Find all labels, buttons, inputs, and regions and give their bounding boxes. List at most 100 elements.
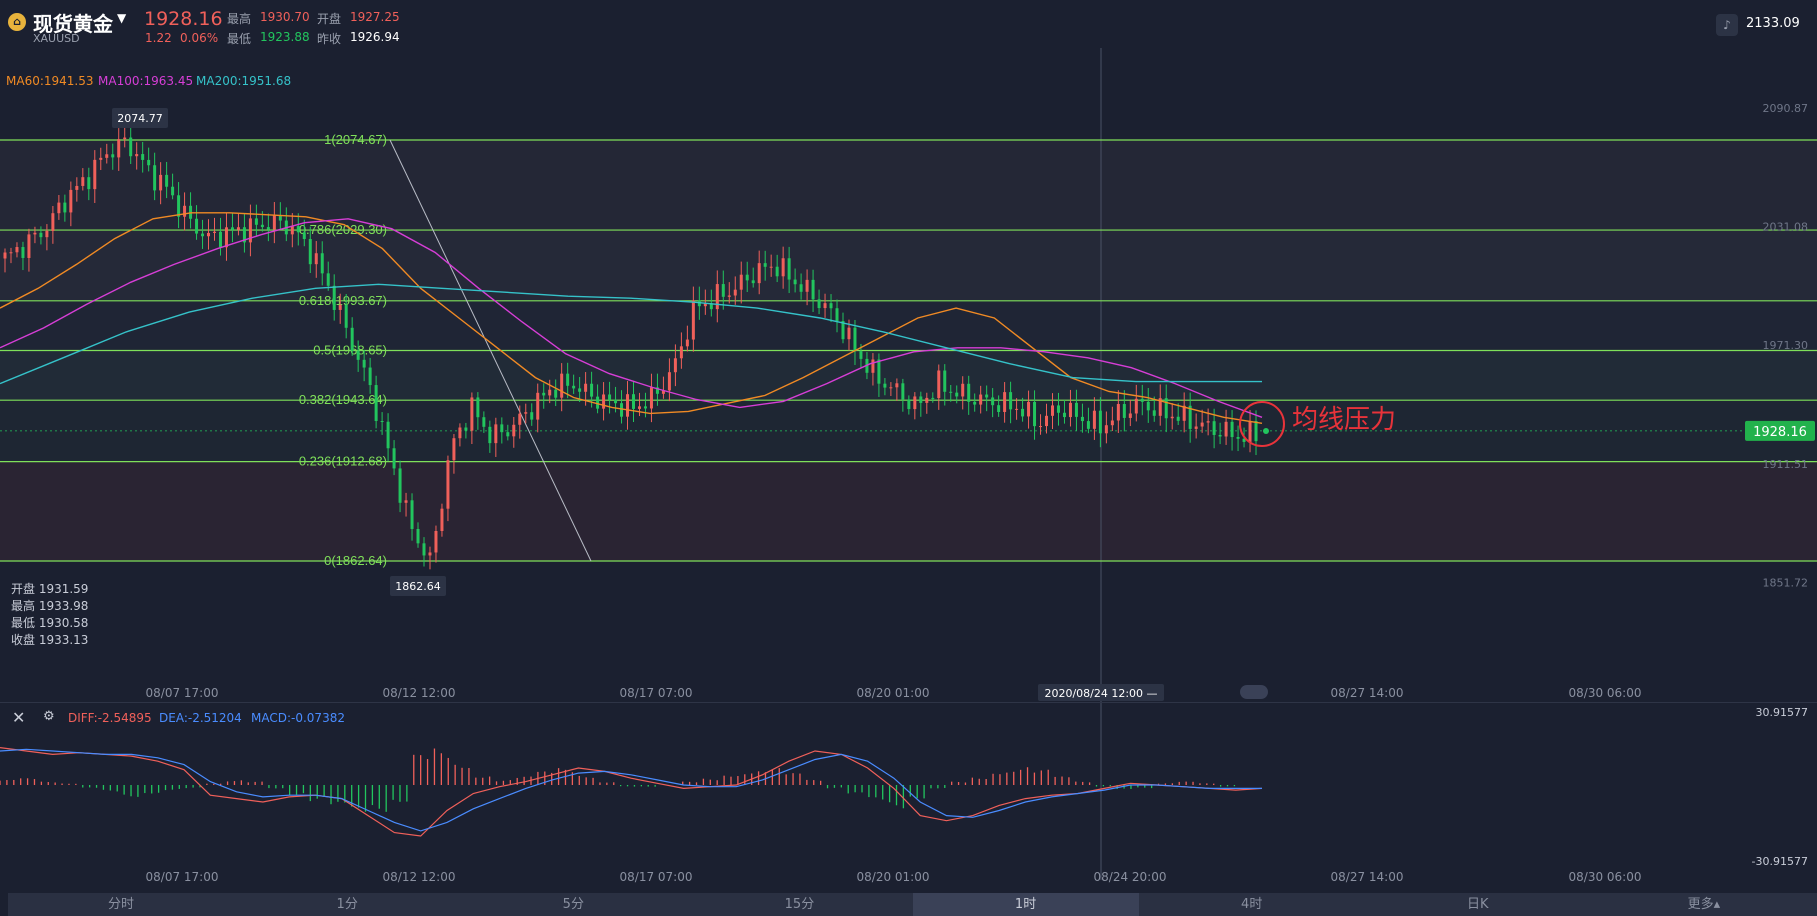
current-price-dot — [1263, 428, 1269, 434]
candle-body — [536, 392, 540, 420]
open-value: 1927.25 — [350, 10, 400, 24]
candle-body — [1212, 421, 1216, 435]
tab-timeshare[interactable]: 分时 — [108, 897, 135, 912]
candle-body — [9, 252, 13, 254]
candle-body — [775, 266, 779, 277]
macd-time-axis-label: 08/30 06:00 — [1569, 870, 1642, 884]
low-value: 1923.88 — [260, 30, 310, 44]
ohlc-low: 最低 1930.58 — [11, 616, 89, 630]
chevron-down-icon[interactable]: ▼ — [117, 11, 127, 25]
candle-body — [63, 202, 67, 213]
candle-body — [1051, 405, 1054, 416]
candle-body — [374, 385, 378, 422]
candle-body — [422, 543, 426, 556]
candle-body — [1248, 420, 1252, 442]
macd-axis-bottom: -30.91577 — [1752, 855, 1808, 868]
candle-body — [27, 234, 31, 258]
gear-icon[interactable]: ⚙ — [43, 709, 55, 724]
candle-body — [626, 394, 630, 417]
candle-body — [1021, 408, 1025, 417]
candle-body — [877, 359, 881, 384]
candle-body — [464, 427, 468, 431]
symbol-name[interactable]: 现货黄金 — [33, 12, 113, 36]
candle-body — [1236, 437, 1240, 439]
prev-close-label: 昨收 — [317, 32, 342, 46]
candle-body — [655, 387, 659, 394]
candle-body — [871, 359, 875, 373]
ohlc-close: 收盘 1933.13 — [11, 633, 89, 647]
candle-body — [254, 218, 258, 225]
candle-body — [590, 383, 594, 397]
candle-body — [757, 263, 761, 284]
tab-daily[interactable]: 日K — [1467, 897, 1489, 912]
candle-body — [673, 358, 677, 373]
candle-body — [416, 528, 420, 544]
candle-body — [362, 359, 366, 368]
macd-time-axis-label: 08/12 12:00 — [383, 870, 456, 884]
candle-body — [123, 137, 127, 140]
macd-diff-label: DIFF:-2.54895 — [68, 711, 152, 725]
candle-body — [1218, 434, 1222, 437]
candle-body — [751, 280, 755, 284]
candle-body — [847, 327, 851, 340]
fib-zone-3 — [0, 350, 1817, 401]
candle-body — [643, 406, 647, 409]
fib-label-4: 0.382(1943.64) — [299, 392, 387, 407]
candle-body — [392, 448, 396, 469]
price-change: 1.22 — [145, 31, 172, 45]
prev-close-value: 1926.94 — [350, 30, 400, 44]
candle-body — [224, 227, 228, 248]
tab-1hour[interactable]: 1时 — [912, 893, 1139, 916]
macd-macd-label: MACD:-0.07382 — [251, 711, 345, 725]
candle-body — [973, 401, 977, 405]
tab-5min[interactable]: 5分 — [562, 897, 584, 912]
tab-15min[interactable]: 15分 — [784, 897, 815, 912]
candle-body — [560, 373, 564, 398]
candle-body — [1128, 413, 1132, 418]
candle-body — [428, 552, 432, 556]
macd-time-axis-label: 08/17 07:00 — [620, 870, 693, 884]
candle-body — [572, 385, 576, 389]
candle-body — [1242, 438, 1246, 442]
tab-4hour[interactable]: 4时 — [1241, 897, 1263, 912]
candle-body — [242, 227, 246, 243]
candle-body — [679, 346, 683, 359]
close-icon[interactable]: ✕ — [12, 708, 26, 727]
candle-body — [1164, 398, 1168, 419]
fib-label-1: 0.786(2029.30) — [299, 222, 387, 237]
low-marker-box — [390, 576, 446, 596]
tab-more[interactable]: 更多▴ — [1687, 897, 1721, 912]
candle-body — [500, 424, 504, 433]
candle-body — [404, 500, 408, 503]
candle-body — [69, 189, 73, 213]
candle-body — [931, 397, 935, 399]
candle-body — [506, 432, 510, 437]
candle-body — [554, 389, 558, 398]
tab-1min[interactable]: 1分 — [336, 897, 358, 912]
candle-body — [57, 202, 61, 214]
candle-body — [853, 327, 857, 352]
candle-body — [165, 174, 169, 187]
candle-body — [745, 274, 749, 281]
candle-body — [410, 500, 414, 529]
candle-body — [739, 274, 743, 290]
candle-body — [75, 185, 79, 190]
candle-body — [602, 394, 606, 409]
candle-body — [661, 390, 665, 394]
macd-time-axis-label: 08/27 14:00 — [1331, 870, 1404, 884]
candle-body — [135, 154, 139, 157]
ma100-line — [0, 218, 1263, 418]
fib-label-6: 0(1862.64) — [324, 553, 387, 568]
current-price-tag — [1745, 420, 1815, 441]
panel-divider — [0, 702, 1817, 703]
ma100-legend: MA100:1963.45 — [98, 74, 194, 88]
candle-body — [1033, 401, 1037, 427]
candle-body — [296, 226, 300, 233]
candle-body — [1146, 401, 1150, 411]
candle-body — [1188, 405, 1192, 429]
y-axis-label: 1911.51 — [1763, 458, 1809, 471]
candle-body — [338, 304, 342, 310]
bell-icon[interactable]: ♪ — [1716, 14, 1738, 36]
ohlc-open: 开盘 1931.59 — [11, 582, 89, 596]
